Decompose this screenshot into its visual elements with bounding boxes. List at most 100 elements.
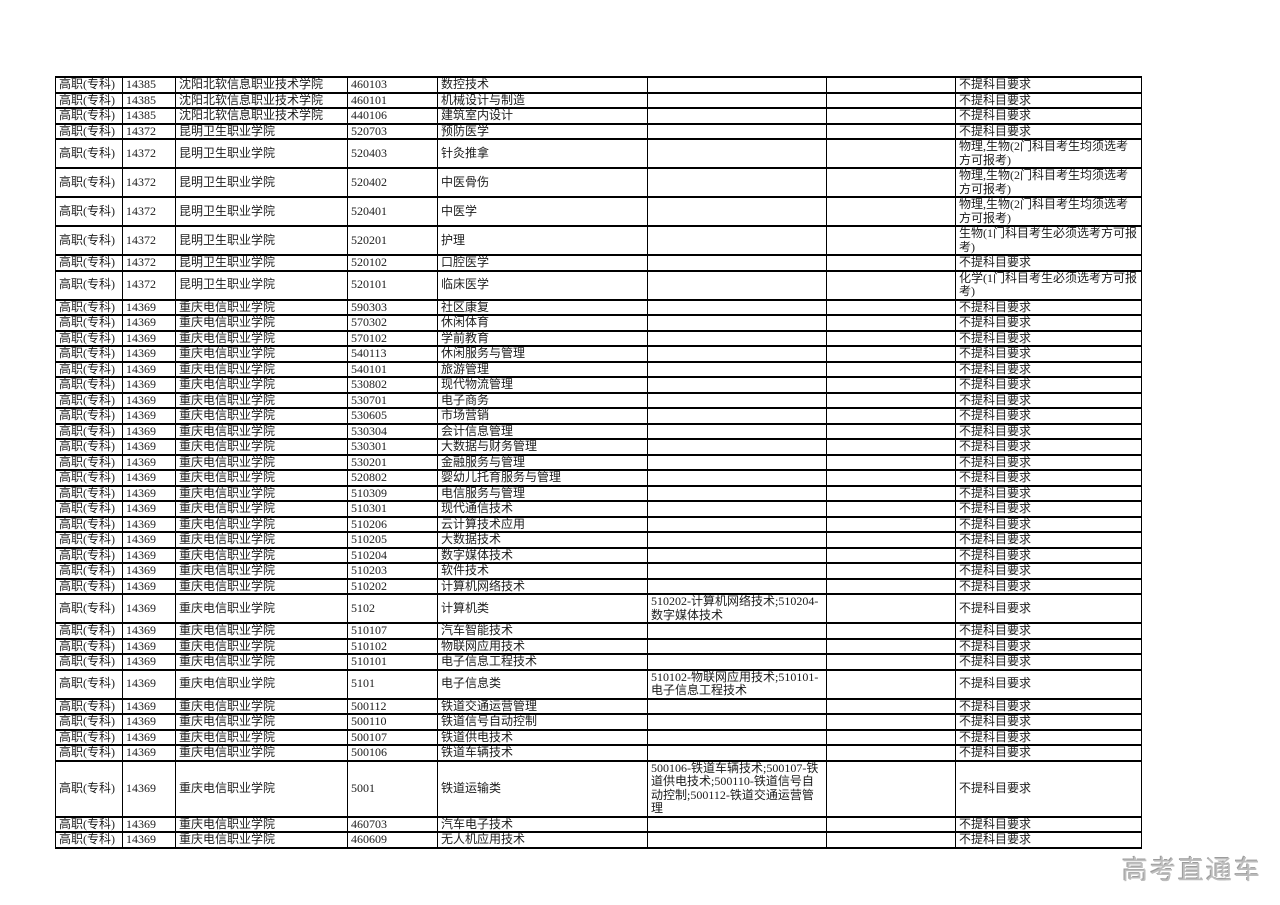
cell-school-code: 14369 bbox=[122, 697, 176, 715]
cell-level: 高职(专科) bbox=[55, 515, 123, 533]
cell-school-code: 14372 bbox=[122, 269, 176, 301]
cell-major-code: 530802 bbox=[347, 376, 438, 394]
cell-blank bbox=[826, 469, 956, 487]
cell-school-code: 14369 bbox=[122, 759, 176, 818]
cell-major-name: 针灸推拿 bbox=[437, 138, 648, 169]
cell-remark bbox=[647, 500, 827, 518]
cell-school-name: 重庆电信职业学院 bbox=[175, 391, 348, 409]
table-row: 高职(专科) 14369 重庆电信职业学院 500112 铁道交通运营管理 不提科目要求 bbox=[55, 697, 1142, 715]
cell-remark bbox=[647, 831, 827, 849]
cell-major-name: 汽车电子技术 bbox=[437, 815, 648, 833]
cell-school-name: 重庆电信职业学院 bbox=[175, 469, 348, 487]
cell-level: 高职(专科) bbox=[55, 298, 123, 316]
cell-school-name: 沈阳北软信息职业技术学院 bbox=[175, 91, 348, 109]
cell-school-code: 14369 bbox=[122, 546, 176, 564]
table-row: 高职(专科) 14369 重庆电信职业学院 570102 学前教育 不提科目要求 bbox=[55, 329, 1142, 347]
cell-remark bbox=[647, 422, 827, 440]
table-body: 高职(专科) 14385 沈阳北软信息职业技术学院 460103 数控技术 不提科目要求高… bbox=[55, 76, 1142, 849]
cell-major-name: 护理 bbox=[437, 225, 648, 256]
cell-remark bbox=[647, 329, 827, 347]
cell-major-name: 计算机类 bbox=[437, 593, 648, 624]
cell-blank bbox=[826, 453, 956, 471]
cell-blank bbox=[826, 515, 956, 533]
cell-remark bbox=[647, 76, 827, 94]
cell-blank bbox=[826, 713, 956, 731]
cell-major-name: 铁道车辆技术 bbox=[437, 744, 648, 762]
cell-level: 高职(专科) bbox=[55, 713, 123, 731]
table-row: 高职(专科) 14369 重庆电信职业学院 500110 铁道信号自动控制 不提科目要求 bbox=[55, 713, 1142, 731]
cell-school-code: 14369 bbox=[122, 298, 176, 316]
cell-school-name: 重庆电信职业学院 bbox=[175, 345, 348, 363]
cell-school-code: 14369 bbox=[122, 577, 176, 595]
table-row: 高职(专科) 14369 重庆电信职业学院 510102 物联网应用技术 不提科目要求 bbox=[55, 637, 1142, 655]
cell-school-code: 14369 bbox=[122, 329, 176, 347]
cell-school-name: 重庆电信职业学院 bbox=[175, 637, 348, 655]
cell-school-name: 重庆电信职业学院 bbox=[175, 593, 348, 624]
admission-requirements-table: 高职(专科) 14385 沈阳北软信息职业技术学院 460103 数控技术 不提科目要求高… bbox=[55, 76, 1142, 849]
cell-blank bbox=[826, 484, 956, 502]
cell-level: 高职(专科) bbox=[55, 593, 123, 624]
cell-level: 高职(专科) bbox=[55, 167, 123, 198]
cell-school-code: 14369 bbox=[122, 728, 176, 746]
cell-school-name: 重庆电信职业学院 bbox=[175, 562, 348, 580]
cell-major-name: 铁道信号自动控制 bbox=[437, 713, 648, 731]
cell-school-code: 14385 bbox=[122, 91, 176, 109]
cell-school-code: 14369 bbox=[122, 713, 176, 731]
cell-school-code: 14369 bbox=[122, 831, 176, 849]
cell-school-name: 重庆电信职业学院 bbox=[175, 577, 348, 595]
cell-major-code: 5001 bbox=[347, 759, 438, 818]
cell-major-name: 口腔医学 bbox=[437, 254, 648, 272]
cell-requirement: 不提科目要求 bbox=[955, 376, 1142, 394]
cell-major-name: 无人机应用技术 bbox=[437, 831, 648, 849]
cell-remark bbox=[647, 453, 827, 471]
cell-remark bbox=[647, 196, 827, 227]
cell-major-name: 电信服务与管理 bbox=[437, 484, 648, 502]
cell-blank bbox=[826, 345, 956, 363]
cell-school-code: 14372 bbox=[122, 196, 176, 227]
table-row: 高职(专科) 14369 重庆电信职业学院 5102 计算机类 510202-计算机网络技… bbox=[55, 593, 1142, 624]
cell-major-name: 电子商务 bbox=[437, 391, 648, 409]
admission-table-container: 高职(专科) 14385 沈阳北软信息职业技术学院 460103 数控技术 不提科目要求高… bbox=[55, 76, 1142, 849]
cell-requirement: 不提科目要求 bbox=[955, 653, 1142, 671]
cell-blank bbox=[826, 697, 956, 715]
cell-major-name: 大数据技术 bbox=[437, 531, 648, 549]
cell-school-code: 14369 bbox=[122, 622, 176, 640]
cell-requirement: 不提科目要求 bbox=[955, 91, 1142, 109]
table-row: 高职(专科) 14369 重庆电信职业学院 500106 铁道车辆技术 不提科目要求 bbox=[55, 744, 1142, 762]
cell-major-name: 现代通信技术 bbox=[437, 500, 648, 518]
cell-level: 高职(专科) bbox=[55, 314, 123, 332]
cell-major-code: 510309 bbox=[347, 484, 438, 502]
table-row: 高职(专科) 14369 重庆电信职业学院 510309 电信服务与管理 不提科目要求 bbox=[55, 484, 1142, 502]
cell-remark bbox=[647, 438, 827, 456]
cell-remark bbox=[647, 107, 827, 125]
cell-major-name: 旅游管理 bbox=[437, 360, 648, 378]
table-row: 高职(专科) 14369 重庆电信职业学院 5101 电子信息类 510102-物联网应用… bbox=[55, 668, 1142, 700]
cell-major-code: 540101 bbox=[347, 360, 438, 378]
cell-blank bbox=[826, 728, 956, 746]
cell-blank bbox=[826, 360, 956, 378]
cell-major-name: 数控技术 bbox=[437, 76, 648, 94]
cell-major-name: 汽车智能技术 bbox=[437, 622, 648, 640]
cell-blank bbox=[826, 138, 956, 169]
cell-requirement: 不提科目要求 bbox=[955, 254, 1142, 272]
table-row: 高职(专科) 14372 昆明卫生职业学院 520403 针灸推拿 物理,生物(2门科目考… bbox=[55, 138, 1142, 169]
cell-major-name: 学前教育 bbox=[437, 329, 648, 347]
cell-school-code: 14369 bbox=[122, 314, 176, 332]
cell-school-code: 14369 bbox=[122, 469, 176, 487]
cell-school-code: 14369 bbox=[122, 453, 176, 471]
cell-blank bbox=[826, 438, 956, 456]
cell-requirement: 不提科目要求 bbox=[955, 713, 1142, 731]
cell-remark bbox=[647, 697, 827, 715]
cell-major-code: 590303 bbox=[347, 298, 438, 316]
cell-level: 高职(专科) bbox=[55, 500, 123, 518]
table-row: 高职(专科) 14369 重庆电信职业学院 510107 汽车智能技术 不提科目要求 bbox=[55, 622, 1142, 640]
cell-remark bbox=[647, 91, 827, 109]
cell-level: 高职(专科) bbox=[55, 622, 123, 640]
cell-school-name: 重庆电信职业学院 bbox=[175, 815, 348, 833]
cell-remark bbox=[647, 562, 827, 580]
table-row: 高职(专科) 14369 重庆电信职业学院 510204 数字媒体技术 不提科目要求 bbox=[55, 546, 1142, 564]
cell-school-name: 重庆电信职业学院 bbox=[175, 484, 348, 502]
cell-remark bbox=[647, 728, 827, 746]
cell-major-name: 中医骨伤 bbox=[437, 167, 648, 198]
cell-blank bbox=[826, 531, 956, 549]
